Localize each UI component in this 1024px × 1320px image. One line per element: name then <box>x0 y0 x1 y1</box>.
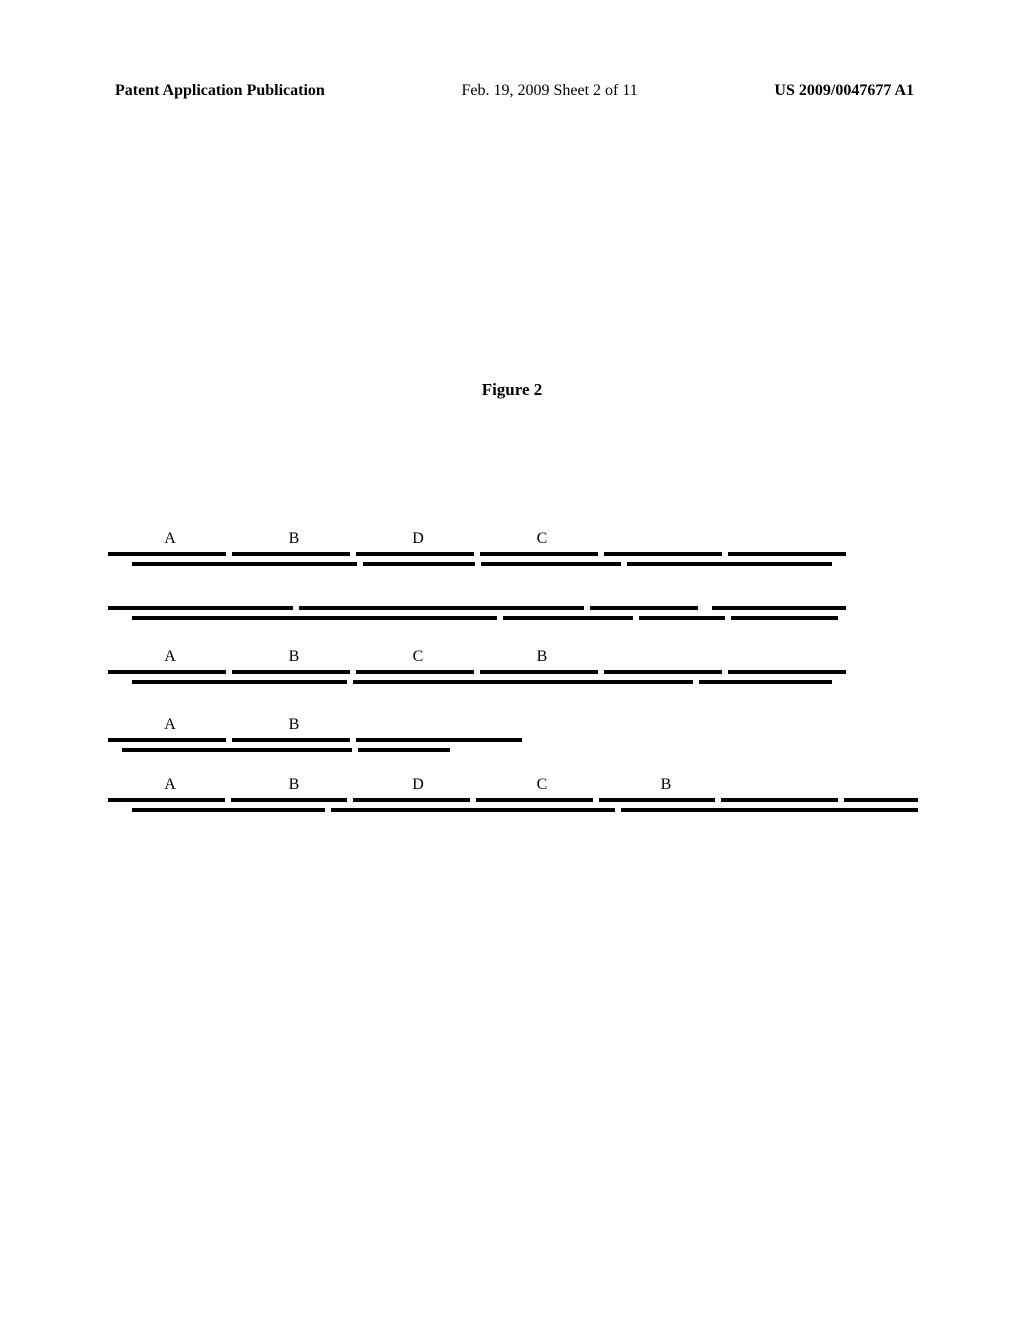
strand-segment <box>132 808 325 812</box>
strand-segment <box>231 798 348 802</box>
bottom-strand <box>132 616 918 620</box>
strand-segment <box>728 552 846 556</box>
row-labels: ABDC <box>108 530 918 552</box>
segment-label: B <box>232 776 356 798</box>
strand-segment <box>844 798 918 802</box>
strand-segment <box>356 738 522 742</box>
diagram-row: ABDC <box>108 530 918 566</box>
strand-segment <box>358 748 450 752</box>
strand-segment <box>731 616 838 620</box>
strand-segment <box>590 606 698 610</box>
diagram-row: ABDCB <box>108 776 918 812</box>
top-strand <box>108 670 918 674</box>
figure-title: Figure 2 <box>482 380 543 400</box>
page-header: Patent Application Publication Feb. 19, … <box>0 82 1024 100</box>
segment-label <box>604 530 728 552</box>
strand-segment <box>699 680 832 684</box>
strand-segment <box>639 616 725 620</box>
strand-segment <box>132 562 357 566</box>
strand-segment <box>331 808 616 812</box>
segment-label: B <box>232 716 356 738</box>
strand-segment <box>299 606 584 610</box>
segment-label: C <box>356 648 480 670</box>
diagram-row <box>108 606 918 620</box>
segment-label: B <box>232 530 356 552</box>
strand-segment <box>108 552 226 556</box>
strand-segment <box>353 798 470 802</box>
segment-label: A <box>108 716 232 738</box>
sequence-diagram: ABDCABCBABABDCB <box>108 530 918 812</box>
diagram-row: AB <box>108 716 918 752</box>
top-strand <box>108 738 918 742</box>
strand-segment <box>480 670 598 674</box>
header-publication: Patent Application Publication <box>115 82 325 100</box>
strand-segment <box>132 616 497 620</box>
strand-segment <box>621 808 918 812</box>
strand-segment <box>728 670 846 674</box>
segment-label <box>604 648 728 670</box>
strand-segment <box>356 552 474 556</box>
segment-label: C <box>480 776 604 798</box>
strand-segment <box>481 562 621 566</box>
row-labels: ABCB <box>108 648 918 670</box>
top-strand <box>108 798 918 802</box>
bottom-strand <box>122 748 918 752</box>
segment-label: B <box>604 776 728 798</box>
row-labels: ABDCB <box>108 776 918 798</box>
segment-label: D <box>356 776 480 798</box>
strand-segment <box>108 670 226 674</box>
bottom-strand <box>132 562 918 566</box>
segment-label: A <box>108 530 232 552</box>
strand-segment <box>712 606 846 610</box>
strand-segment <box>503 616 633 620</box>
segment-label: B <box>480 648 604 670</box>
strand-segment <box>232 670 350 674</box>
strand-segment <box>132 680 347 684</box>
strand-segment <box>627 562 832 566</box>
segment-label: A <box>108 776 232 798</box>
strand-segment <box>122 748 352 752</box>
strand-segment <box>356 670 474 674</box>
header-date-sheet: Feb. 19, 2009 Sheet 2 of 11 <box>461 82 637 100</box>
segment-label: B <box>232 648 356 670</box>
header-patent-number: US 2009/0047677 A1 <box>774 82 914 100</box>
strand-segment <box>604 552 722 556</box>
strand-segment <box>599 798 716 802</box>
diagram-row: ABCB <box>108 648 918 684</box>
segment-label: D <box>356 530 480 552</box>
top-strand <box>108 606 918 610</box>
strand-gap <box>698 606 712 610</box>
strand-segment <box>232 552 350 556</box>
strand-segment <box>721 798 838 802</box>
bottom-strand <box>132 680 918 684</box>
row-labels: AB <box>108 716 918 738</box>
strand-segment <box>108 738 226 742</box>
top-strand <box>108 552 918 556</box>
strand-segment <box>480 552 598 556</box>
strand-segment <box>108 798 225 802</box>
strand-segment <box>108 606 293 610</box>
strand-segment <box>604 670 722 674</box>
strand-segment <box>476 798 593 802</box>
segment-label: C <box>480 530 604 552</box>
segment-label: A <box>108 648 232 670</box>
strand-segment <box>363 562 475 566</box>
strand-segment <box>232 738 350 742</box>
bottom-strand <box>132 808 918 812</box>
strand-segment <box>353 680 693 684</box>
